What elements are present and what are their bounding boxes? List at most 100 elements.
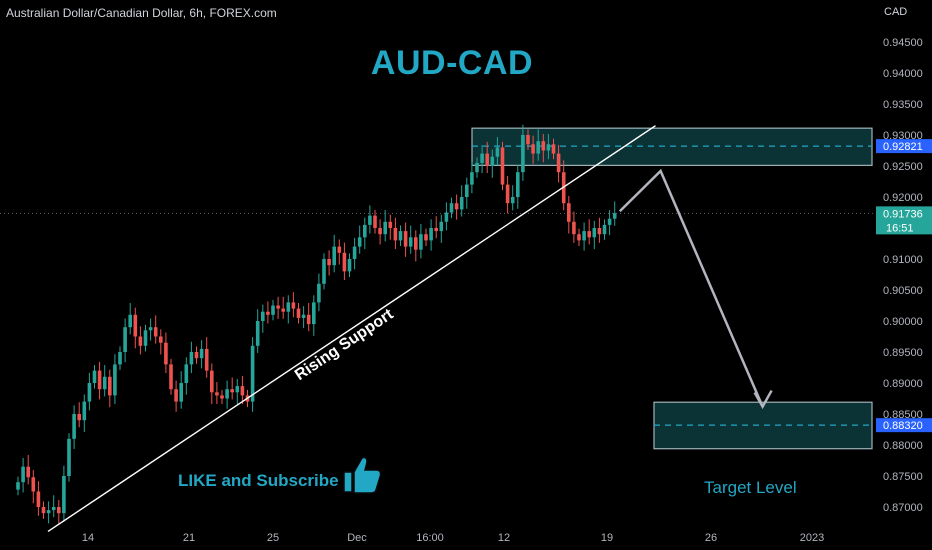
candle-body [459,197,464,210]
y-tick-label: 0.87000 [883,502,923,514]
candle-body [138,336,143,346]
projection-arrow-head [753,389,773,410]
candles [16,124,617,525]
candle-body [128,314,132,328]
candle-body [184,364,189,383]
candle-body [485,153,489,166]
upper-zone-price-tag-bg [876,139,932,154]
candle-body [82,401,87,421]
candle-body [312,302,316,325]
candle-body [546,144,551,151]
candle-body [57,507,61,514]
candle-body [567,203,571,222]
candle-body [490,156,495,166]
candle-body [204,348,209,371]
candle-body [541,141,546,151]
candle-body [169,364,173,390]
candle-body [159,336,163,343]
current-price-tag: 0.91736 [883,208,923,220]
candle-body [408,237,413,247]
price-zones [0,127,876,450]
chart-header-title: Australian Dollar/Canadian Dollar, 6h, F… [6,6,277,20]
candle-body [357,237,362,247]
candle-body [26,466,30,478]
x-tick-label: Dec [347,532,367,544]
candle-body [577,234,581,241]
candle-body [439,221,444,232]
candle-body [434,228,438,232]
candle-body [414,237,418,250]
y-tick-label: 0.94500 [883,37,923,49]
rising-support-line [47,125,656,532]
y-tick-label: 0.90500 [883,285,923,297]
lower-zone-price-tag-bg [876,418,932,433]
projection-arrow [618,168,764,408]
candle-body [597,228,602,235]
candle-body [174,389,178,402]
candle-body [582,231,586,241]
candle-body [393,228,398,241]
candle-body [556,153,561,173]
x-tick-label: 19 [601,532,613,544]
candle-body [465,184,469,197]
candle-body [607,218,612,225]
candle-body [108,376,112,396]
thumbs-up-icon [343,456,382,494]
candle-body [225,389,229,399]
candle-body [286,302,291,312]
candle-body [102,376,107,390]
y-tick-label: 0.93000 [883,130,923,142]
candle-body [403,231,408,247]
candle-body [21,466,25,483]
candle-body [531,144,535,154]
time-axis: 14 21 25 Dec 16:00 12 19 26 2023 [82,532,824,544]
candle-body [189,352,194,365]
candle-body [475,162,479,173]
candle-body [16,482,20,490]
x-tick-label: 25 [267,532,279,544]
candle-body [36,491,41,507]
candle-body [62,476,66,514]
candle-body [429,228,433,241]
candle-body [276,305,280,309]
candle-body [87,383,92,402]
candle-body [301,314,306,318]
y-tick-label: 0.88000 [883,440,923,452]
candle-body [526,135,530,145]
x-tick-label: 14 [82,532,94,544]
candle-body [587,231,591,238]
candle-body [220,395,224,399]
lower-zone-price-tag: 0.88320 [883,420,923,432]
candle-body [327,259,331,266]
candle-body [143,330,148,346]
candle-body [179,383,183,402]
candle-body [92,370,97,383]
candle-body [398,231,403,241]
candle-body [194,352,199,359]
candle-body [31,477,36,492]
candle-body [378,228,382,235]
candle-body [480,153,484,163]
candle-body [337,246,342,253]
candle-body [306,314,311,325]
candle-body [317,283,321,303]
candle-body [322,259,326,284]
target-level-text: Target Level [704,478,797,497]
y-tick-label: 0.94000 [883,68,923,80]
current-price-tag-bg [876,206,932,235]
candle-body [363,224,367,238]
candle-body [419,234,423,250]
target-zone [653,401,873,450]
x-tick-label: 21 [183,532,195,544]
candle-body [266,311,270,315]
candle-body [602,224,607,235]
y-tick-label: 0.89000 [883,378,923,390]
candle-body [521,135,525,173]
axis-currency-label: CAD [884,6,908,18]
candle-body [572,221,576,235]
candle-body [215,392,219,396]
candle-body [291,302,296,309]
candle-body [72,414,76,439]
candle-body [281,308,285,312]
candle-body [250,345,255,402]
